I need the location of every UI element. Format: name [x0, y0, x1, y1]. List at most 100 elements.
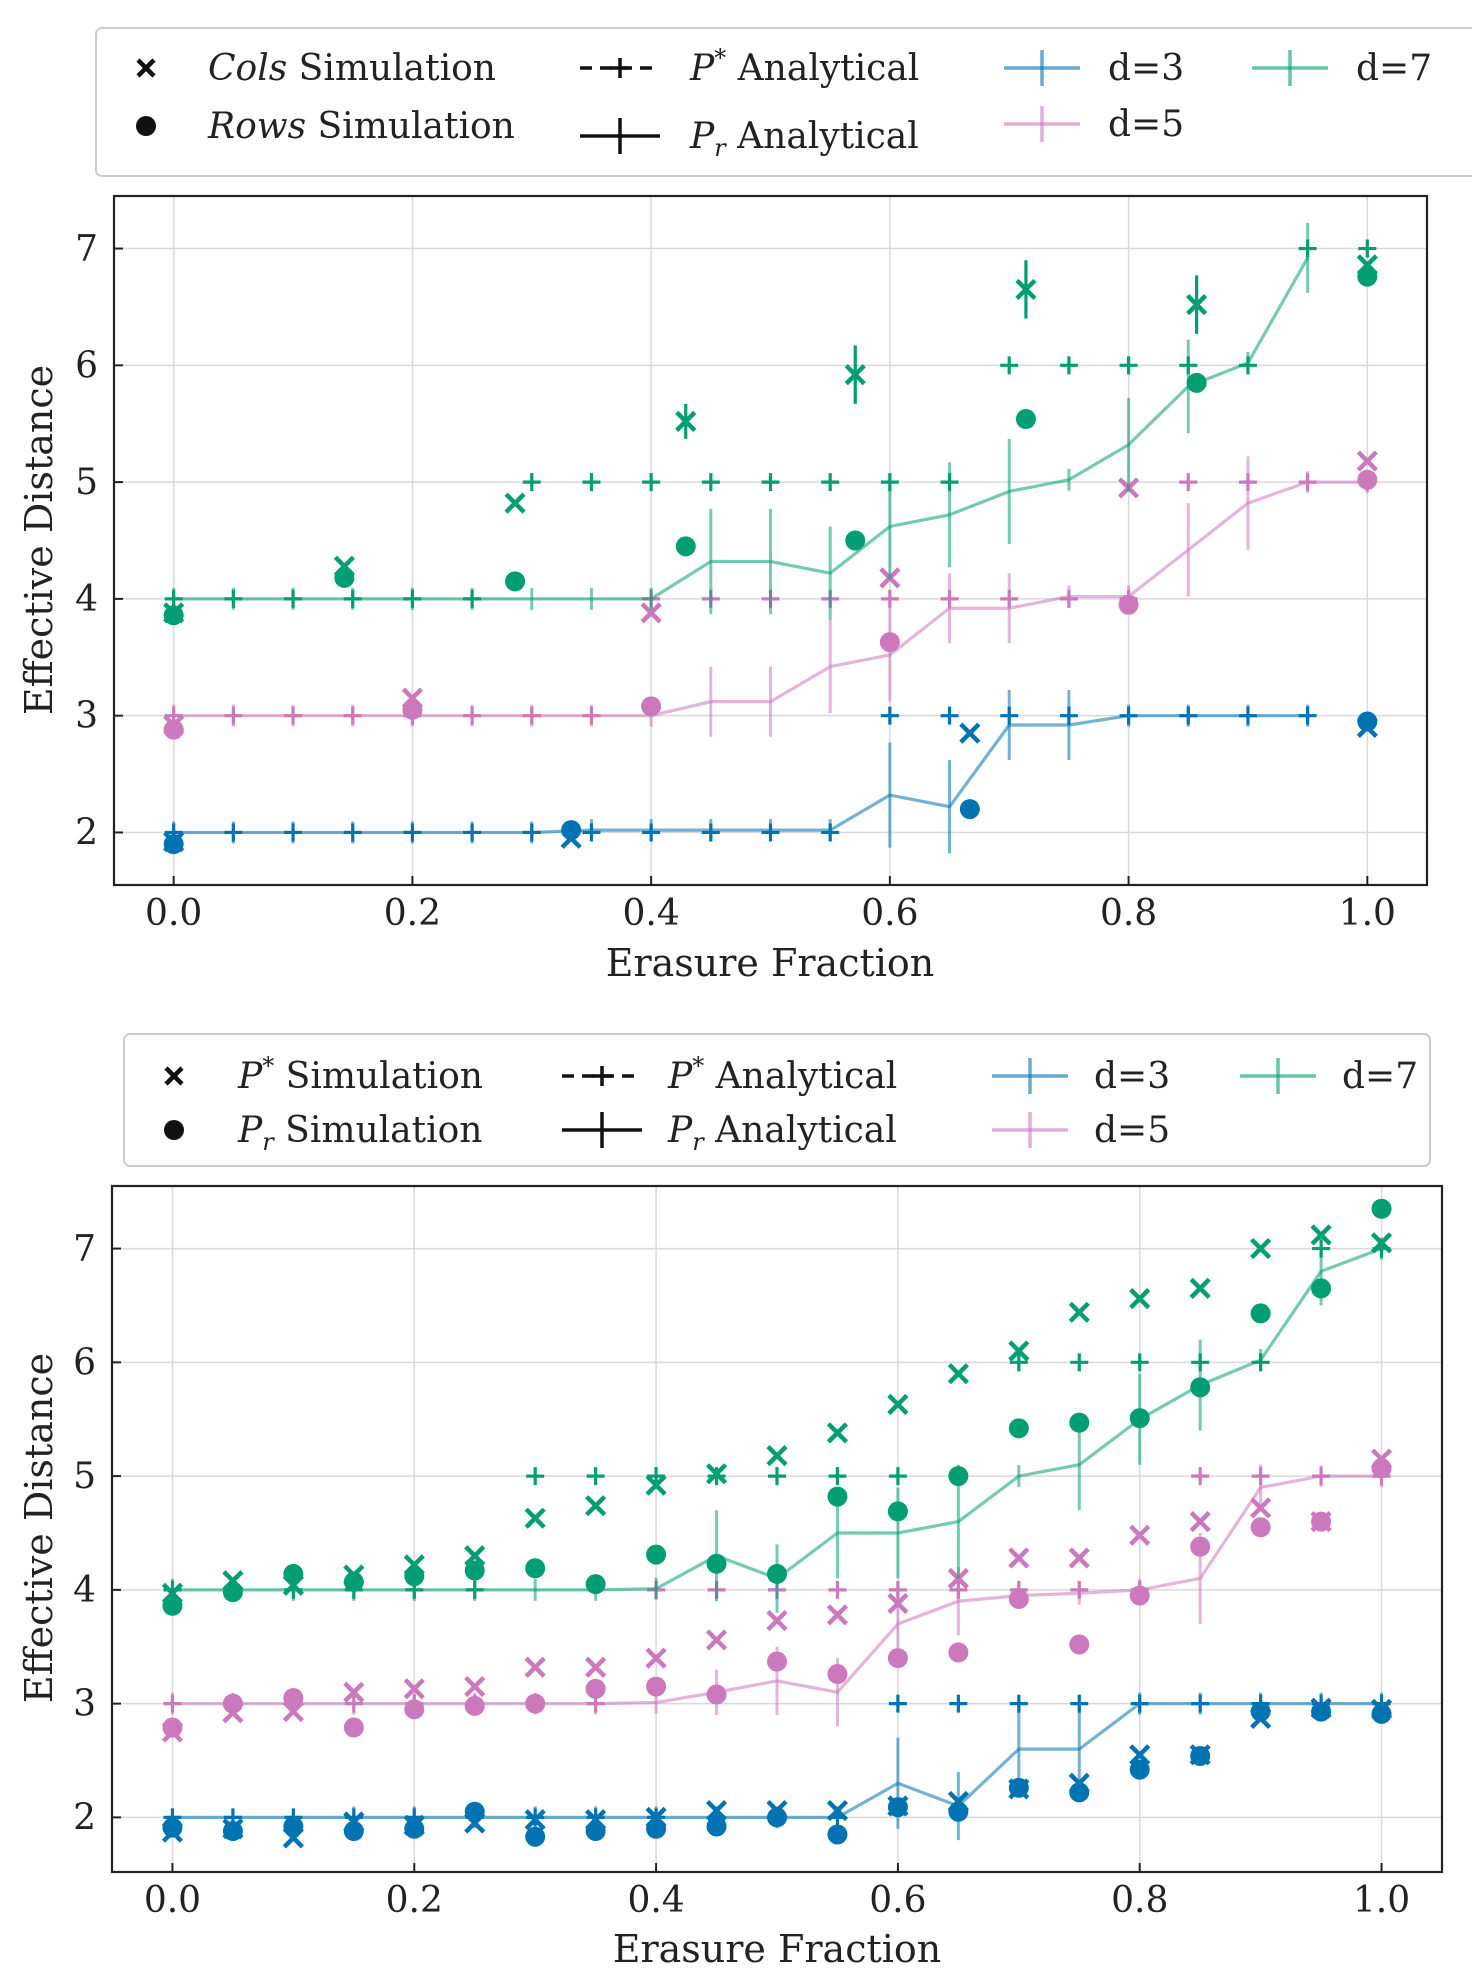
- pstar-analytical-point: [1179, 473, 1198, 492]
- pstar-analytical-point: [522, 706, 541, 725]
- dot-simulation-point: [343, 1821, 364, 1842]
- y-tick-label: 3: [75, 696, 98, 737]
- legend-label: d=3: [1108, 48, 1184, 89]
- x-simulation-point: [826, 1799, 849, 1822]
- dot-simulation-point: [1015, 409, 1036, 430]
- pstar-analytical-point: [164, 589, 183, 608]
- dot-simulation-point: [464, 1695, 485, 1716]
- x-simulation-point: [705, 1463, 728, 1485]
- dot-simulation-point: [948, 1801, 969, 1822]
- dot-simulation-point: [525, 1826, 546, 1847]
- legend-entry: Cols Simulation: [136, 48, 496, 89]
- dot-simulation-point: [404, 1566, 425, 1587]
- pstar-analytical-point: [343, 706, 362, 725]
- series-d5: [161, 1448, 1393, 1743]
- x-simulation-point: [1129, 1524, 1151, 1546]
- pstar-analytical-point: [888, 1580, 907, 1599]
- dot-simulation-point: [1190, 1536, 1211, 1557]
- x-simulation-point: [675, 410, 697, 432]
- dot-simulation-point: [1371, 1198, 1392, 1219]
- x-tick-label: 0.6: [861, 893, 918, 934]
- pstar-analytical-point: [888, 1694, 907, 1713]
- legend-label: Pr Simulation: [237, 1110, 482, 1156]
- pstar-analytical-point: [880, 589, 899, 608]
- pstar-analytical-point: [1238, 473, 1257, 492]
- pstar-analytical-point: [1238, 356, 1257, 375]
- x-simulation-point: [1008, 1547, 1030, 1569]
- legend-label-italic: P: [237, 1056, 263, 1097]
- dot-simulation-point: [1250, 1517, 1271, 1538]
- pstar-analytical-point: [761, 473, 780, 492]
- pstar-analytical-point: [642, 473, 661, 492]
- dot-simulation-point: [1118, 594, 1139, 615]
- dot-simulation-point: [1129, 1759, 1150, 1780]
- series-d7: [163, 222, 1378, 626]
- x-axis-label: Erasure Fraction: [613, 1927, 942, 1971]
- x-tick-label: 0.2: [386, 1880, 443, 1921]
- pstar-analytical-point: [1358, 239, 1377, 258]
- x-simulation-point: [1356, 450, 1378, 472]
- pstar-analytical-point: [224, 706, 243, 725]
- x-axis-label: Erasure Fraction: [606, 941, 935, 985]
- legend-entry: Pr Analytical: [562, 1110, 897, 1156]
- dot-simulation-point: [585, 1574, 606, 1595]
- x-simulation-point: [1189, 1511, 1211, 1533]
- dot-simulation-point: [404, 1818, 425, 1839]
- pstar-analytical-point: [768, 1467, 786, 1486]
- dot-simulation-point: [845, 530, 866, 551]
- legend-label-italic: P: [237, 1110, 263, 1151]
- x-simulation-point: [705, 1799, 728, 1822]
- dot-simulation-point: [525, 1558, 546, 1579]
- dot-simulation-point: [464, 1560, 485, 1581]
- pstar-analytical-point: [1312, 1467, 1331, 1486]
- dot-simulation-point: [163, 834, 184, 855]
- dot-simulation-point: [646, 1676, 667, 1697]
- pstar-analytical-point: [1179, 356, 1198, 375]
- x-simulation-point: [1015, 278, 1037, 301]
- pstar-analytical-point: [1059, 589, 1078, 608]
- x-simulation-point: [585, 1495, 607, 1517]
- y-tick-label: 5: [75, 462, 98, 503]
- dot-simulation-point: [464, 1801, 485, 1822]
- x-simulation-point: [585, 1656, 607, 1678]
- dot-simulation-point: [646, 1818, 667, 1839]
- dot-simulation-point: [1250, 1303, 1271, 1324]
- x-simulation-point: [887, 1393, 909, 1416]
- pstar-analytical-point: [586, 1467, 605, 1486]
- x-simulation-point: [947, 1363, 969, 1385]
- y-tick-label: 7: [75, 229, 98, 270]
- legend-label-italic: P: [689, 116, 715, 157]
- pstar-analytical-point: [163, 1694, 182, 1713]
- dot-simulation-point: [283, 1563, 304, 1584]
- legend-label-italic: P: [667, 1056, 693, 1097]
- legend-label: Rows Simulation: [207, 106, 515, 147]
- legend-label-italic: P: [667, 1110, 693, 1151]
- dot-simulation-point: [1190, 1377, 1211, 1398]
- pstar-analytical-point: [343, 823, 362, 842]
- dot-simulation-point: [343, 1717, 364, 1738]
- dot-simulation-point: [1357, 266, 1378, 287]
- x-simulation-point: [1189, 1277, 1211, 1299]
- pstar-analytical-point: [1179, 706, 1198, 725]
- pstar-analytical-point: [1070, 1580, 1089, 1599]
- legend-entry: Pr Simulation: [164, 1110, 482, 1156]
- legend-label-sup: *: [714, 44, 726, 72]
- legend-entry: d=7: [1240, 1056, 1418, 1097]
- x-simulation-point: [524, 1656, 546, 1678]
- dot-simulation-point: [827, 1486, 848, 1507]
- dot-simulation-point: [646, 1544, 667, 1565]
- x-tick-label: 0.8: [1100, 893, 1157, 934]
- pstar-analytical-point: [1298, 473, 1317, 492]
- x-simulation-point: [766, 1445, 788, 1467]
- legend-label-sub: r: [714, 134, 727, 162]
- legend-entry: P* Simulation: [164, 1052, 483, 1097]
- dot-simulation-point: [827, 1824, 848, 1845]
- legend-label-italic: Rows: [207, 106, 306, 147]
- pstar-analytical-point: [1191, 1353, 1210, 1372]
- dot-simulation-point: [505, 571, 526, 592]
- y-axis-label: Effective Distance: [17, 1353, 61, 1703]
- legend-label-italic: Cols: [208, 48, 287, 89]
- pstar-analytical-point: [940, 473, 959, 492]
- x-simulation-point: [403, 1678, 425, 1700]
- dot-simulation-point: [948, 1466, 969, 1487]
